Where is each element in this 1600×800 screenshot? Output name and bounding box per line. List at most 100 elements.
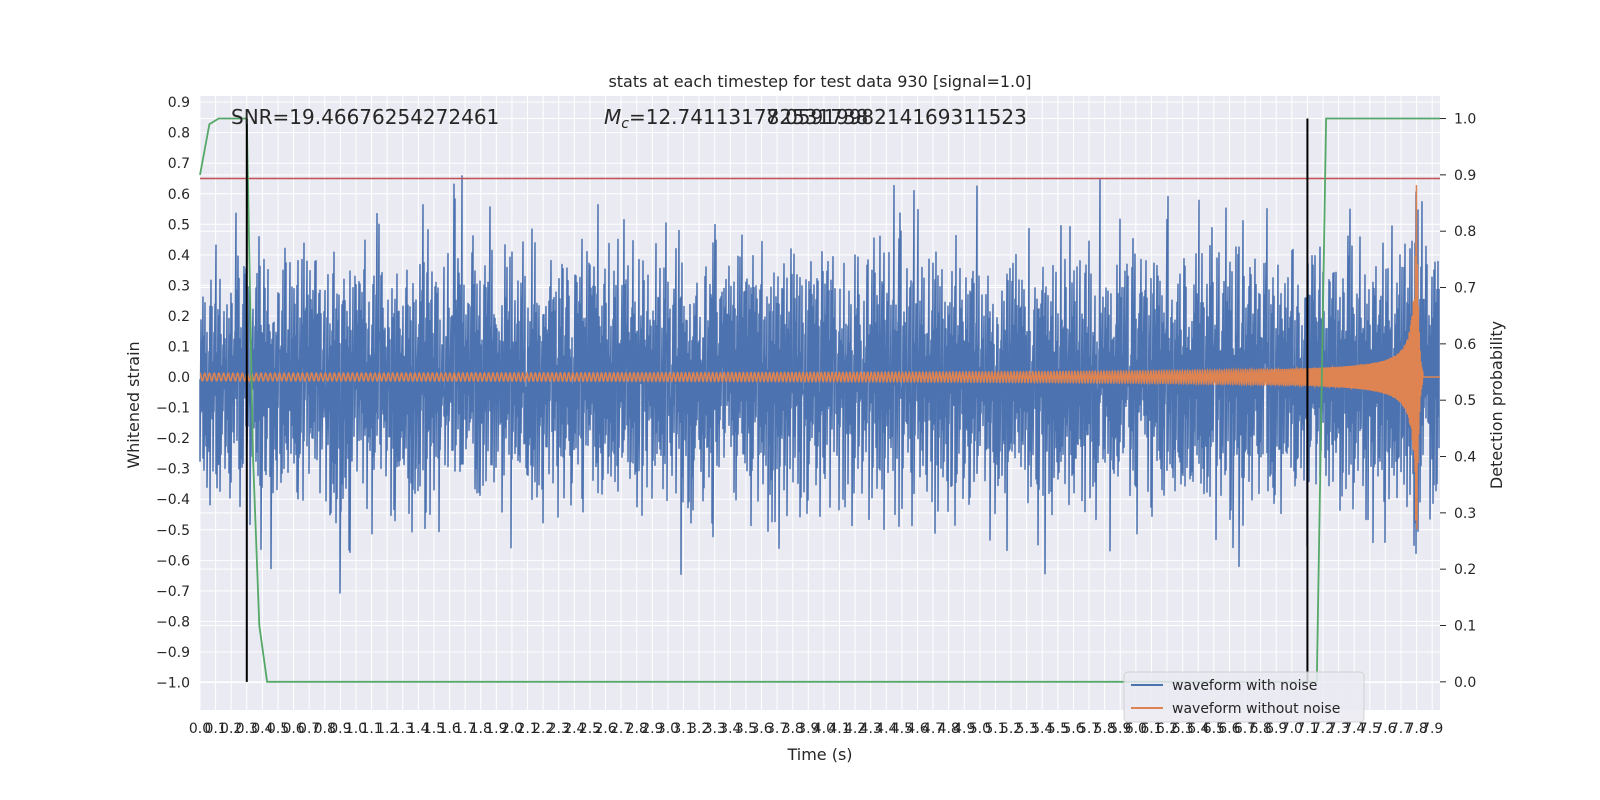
x-tick-label: 5.4 [1031,721,1053,737]
x-tick-label: 0.1 [204,721,226,737]
chirp-mass-subscript: c [621,116,629,132]
legend-label-clean: waveform without noise [1172,701,1340,717]
overlap-annotation: 7.0591998214169311523 [766,105,1027,129]
x-tick-label: 0.6 [282,721,304,737]
x-tick-label: 1.3 [392,721,414,737]
x-tick-label: 5.1 [984,721,1006,737]
x-tick-label: 4.1 [828,721,850,737]
y2-tick-label: 0.0 [1454,675,1476,691]
y-axis-label: Whitened strain [124,341,143,468]
x-tick-label: 6.7 [1234,721,1256,737]
x-tick-label: 3.7 [766,721,788,737]
x-tick-label: 3.3 [704,721,726,737]
x-tick-label: 3.2 [688,721,710,737]
x-tick-label: 0.5 [267,721,289,737]
x-tick-label: 6.4 [1187,721,1209,737]
x-tick-label: 5.5 [1047,721,1069,737]
y-tick-label: −0.4 [156,492,190,508]
x-tick-label: 1.9 [485,721,507,737]
y2-tick-label: 0.1 [1454,619,1476,635]
y-tick-label: 0.5 [168,217,190,233]
x-tick-label: 4.9 [953,721,975,737]
y-tick-label: 0.8 [168,126,190,142]
x-tick-label: 0.2 [220,721,242,737]
y-tick-label: −0.8 [156,614,190,630]
y-tick-label: 0.9 [168,95,190,111]
x-tick-label: 6.1 [1140,721,1162,737]
x-tick-label: 7.8 [1405,721,1427,737]
x-tick-label: 2.3 [548,721,570,737]
x-tick-label: 6.6 [1218,721,1240,737]
x-tick-label: 3.6 [750,721,772,737]
y-tick-label: −0.1 [156,401,190,417]
y-tick-label: 0.0 [168,370,190,386]
x-tick-label: 4.7 [922,721,944,737]
x-tick-label: 6.5 [1203,721,1225,737]
y-tick-label: 0.2 [168,309,190,325]
x-tick-label: 0.7 [298,721,320,737]
x-tick-label: 0.8 [314,721,336,737]
detection-probability-line [199,117,1440,683]
y-tick-label: 0.6 [168,187,190,203]
x-tick-label: 5.8 [1094,721,1116,737]
chart-title: stats at each timestep for test data 930… [608,72,1031,91]
y-tick-label: −0.2 [156,431,190,447]
chirp-mass-value: =12.741131782531738 [629,105,868,129]
detection-markers [245,118,1309,682]
series-waveform-without-noise [199,185,1440,530]
x-tick-label: 3.1 [672,721,694,737]
x-tick-label: 4.6 [906,721,928,737]
y-tick-label: 0.4 [168,248,190,264]
x-tick-label: 6.8 [1249,721,1271,737]
y-axis-ticks: 0.9 0.8 0.7 0.6 0.5 0.4 0.3 0.2 0.1 0.0 −0.1 −0.2 −0… [156,95,190,691]
x-tick-label: 1.8 [470,721,492,737]
x-tick-label: 1.6 [438,721,460,737]
x-tick-label: 3.8 [782,721,804,737]
chirp-mass-annotation: Mc=12.741131782531738 [604,105,868,132]
x-tick-label: 7.5 [1359,721,1381,737]
y2-tick-label: 0.3 [1454,506,1476,522]
legend-label-noise: waveform with noise [1172,678,1317,694]
x-tick-label: 1.0 [345,721,367,737]
x-tick-label: 6.0 [1125,721,1147,737]
x-tick-label: 2.9 [641,721,663,737]
y2-tick-label: 0.2 [1454,562,1476,578]
chirp-mass-symbol: M [604,105,621,129]
y2-tick-label: 0.5 [1454,393,1476,409]
y-tick-label: −0.5 [156,523,190,539]
x-tick-label: 5.0 [969,721,991,737]
x-axis-ticks: 0.00.10.20.30.40.50.60.70.80.91.01.11.21… [189,721,1443,737]
x-tick-label: 4.0 [813,721,835,737]
legend-box [1123,671,1365,723]
x-tick-label: 1.7 [454,721,476,737]
x-tick-label: 2.1 [516,721,538,737]
y2-tick-label: 0.8 [1454,224,1476,240]
x-tick-label: 2.4 [563,721,585,737]
x-tick-label: 3.4 [719,721,741,737]
x-tick-label: 5.9 [1109,721,1131,737]
x-tick-label: 2.5 [579,721,601,737]
y-tick-label: −0.3 [156,462,190,478]
y-tick-label: −1.0 [156,676,190,692]
x-tick-label: 7.2 [1312,721,1334,737]
x-tick-label: 2.0 [501,721,523,737]
x-tick-label: 1.5 [423,721,445,737]
x-tick-label: 7.7 [1390,721,1412,737]
x-tick-label: 7.0 [1281,721,1303,737]
x-tick-label: 4.2 [844,721,866,737]
y-tick-label: 0.1 [168,339,190,355]
plot-content [199,117,1440,683]
x-tick-label: 7.3 [1327,721,1349,737]
x-tick-label: 4.4 [875,721,897,737]
x-tick-label: 3.5 [735,721,757,737]
x-tick-label: 0.3 [236,721,258,737]
x-tick-label: 1.1 [360,721,382,737]
x-tick-label: 4.3 [860,721,882,737]
x-tick-label: 2.2 [532,721,554,737]
series-waveform-with-noise [199,175,1440,594]
x-tick-label: 3.9 [797,721,819,737]
y-tick-label: −0.9 [156,645,190,661]
x-tick-label: 7.6 [1374,721,1396,737]
x-tick-label: 0.9 [329,721,351,737]
y-tick-label: −0.7 [156,584,190,600]
